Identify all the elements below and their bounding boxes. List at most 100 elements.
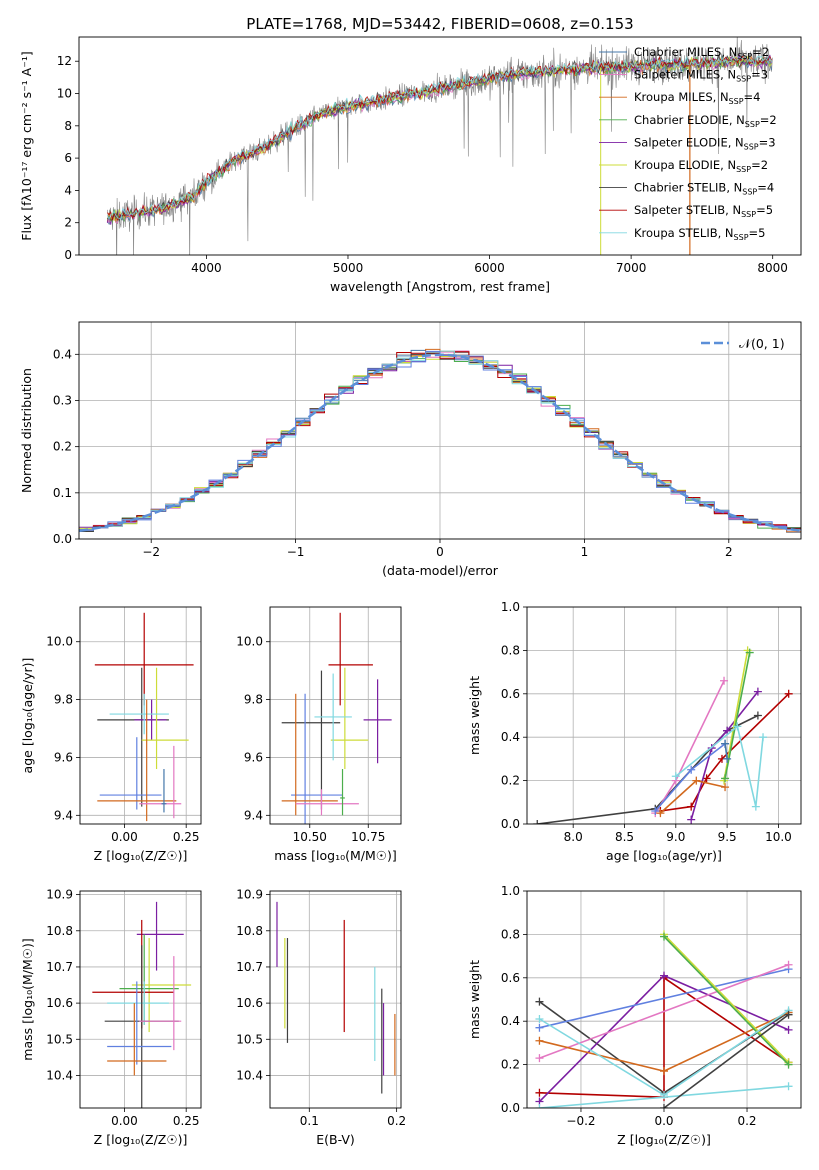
weight-vs-Z-plot-area: [527, 891, 801, 1108]
legend-label-text: Kroupa MILES, N: [634, 90, 729, 104]
legend-label: Salpeter ELODIE, NSSP=3: [634, 135, 776, 151]
y-tick-label: 10.5: [236, 1032, 263, 1046]
y-tick-label: 1.0: [501, 884, 520, 898]
y-tick-label: 0.8: [501, 643, 520, 657]
plus-marker: [784, 1082, 793, 1091]
legend-label: Chabrier MILES, NSSP=2: [634, 45, 769, 61]
mass-weight-line: [537, 714, 759, 824]
plus-marker: [723, 754, 732, 763]
y-tick-label: 9.4: [54, 808, 73, 822]
legend-subscript: SSP: [742, 188, 757, 197]
figure-title: PLATE=1768, MJD=53442, FIBERID=0608, z=0…: [246, 15, 633, 33]
x-tick-label: 0.2: [737, 1114, 756, 1128]
legend-label: 𝒩(0, 1): [739, 336, 785, 351]
axes-frame: [526, 890, 802, 1109]
axes-frame: [269, 606, 402, 825]
y-tick-label: 10.4: [46, 1068, 73, 1082]
legend-nssp: =3: [751, 68, 768, 82]
legend-nssp: =2: [752, 45, 769, 59]
x-axis-label: Z [log₁₀(Z/Z☉)]: [617, 1132, 711, 1147]
x-tick-label: 10.50: [293, 830, 327, 844]
weight-vs-Z-panel: −0.2 0.0 0.2 0.0 0.2 0.4 0.6 0.8 1.0 Z [log₁₀(Z/Z…: [467, 884, 802, 1147]
legend-label: Kroupa ELODIE, NSSP=2: [634, 158, 768, 174]
y-tick-label: 0.2: [53, 440, 72, 454]
mass-weight-line: [539, 968, 789, 1029]
spectrum-plot-area: [106, 37, 773, 255]
plus-marker: [692, 776, 701, 785]
legend-label: Salpeter STELIB, NSSP=5: [634, 203, 773, 219]
normal-reference-curve: [79, 353, 801, 533]
x-tick-label: 10.75: [351, 830, 385, 844]
y-axis-label: Normed distribution: [19, 368, 34, 493]
plus-marker: [733, 722, 742, 731]
x-tick-label: 7000: [616, 261, 647, 275]
x-tick-label: 6000: [474, 261, 505, 275]
y-tick-label: 10.5: [46, 1032, 73, 1046]
y-axis-label: mass weight: [467, 960, 482, 1039]
mass-weight-line: [539, 964, 789, 1059]
x-tick-label: 10.0: [765, 830, 792, 844]
mass-weight-line: [539, 976, 789, 1099]
y-tick-label: 10.6: [236, 996, 263, 1010]
y-tick-label: 10.9: [46, 888, 73, 902]
legend-subscript: SSP: [736, 75, 751, 84]
plus-marker: [720, 676, 729, 685]
plus-marker: [687, 815, 696, 824]
plus-marker: [759, 733, 768, 742]
mass-vs-Z-panel: 0.00 0.25 10.4 10.5 10.6 10.7 10.8 10.9 Z [log₁₀…: [20, 888, 202, 1147]
legend-subscript: SSP: [736, 165, 751, 174]
mass-vs-EBV-panel: 0.1 0.2 10.4 10.5 10.6 10.7 10.8 10.9 E(B-V): [236, 888, 406, 1147]
x-axis-label: E(B-V): [316, 1132, 355, 1147]
plus-marker: [721, 739, 730, 748]
plus-marker: [784, 689, 793, 698]
x-axis-label: mass [log₁₀(M/M☉)]: [274, 848, 396, 863]
plus-marker: [660, 932, 668, 941]
y-axis-label: mass [log₁₀(M/M☉)]: [20, 938, 35, 1060]
mass-weight-line: [663, 933, 790, 1063]
axes-frame: [269, 890, 402, 1109]
y-tick-label: 0.2: [501, 1058, 520, 1072]
y-tick-label: 10.8: [236, 924, 263, 938]
y-axis-label: mass weight: [467, 676, 482, 755]
plus-marker: [721, 774, 730, 783]
axes-frame: [78, 36, 802, 256]
mass-weight-line: [724, 652, 751, 779]
plus-marker: [660, 1104, 668, 1108]
legend-nssp: =4: [744, 90, 761, 104]
plus-marker: [660, 971, 668, 980]
x-axis-label: age [log₁₀(age/yr)]: [606, 848, 722, 863]
plus-marker: [535, 1104, 544, 1108]
legend-nssp: =4: [757, 181, 774, 195]
weight-vs-age-panel: 8.0 8.5 9.0 9.5 10.0 0.0 0.2 0.4 0.6 0.8 1.0 age [l…: [467, 600, 802, 863]
mass-weight-line: [663, 936, 790, 1066]
residuals-plot-area: [79, 322, 801, 539]
observed-spectrum-line: [107, 37, 773, 255]
age-vs-mass-panel: 10.50 10.75 9.4 9.6 9.8 10.0 mass [log₁₀(M/M☉)…: [236, 606, 402, 863]
x-tick-label: 0.25: [173, 830, 200, 844]
x-tick-label: 0.25: [173, 1114, 200, 1128]
x-tick-label: 0.1: [300, 1114, 319, 1128]
plus-marker: [535, 1015, 544, 1024]
y-tick-label: 0: [64, 248, 72, 262]
axes-frame: [78, 321, 802, 540]
y-tick-label: 10: [57, 87, 72, 101]
plus-marker: [535, 1023, 544, 1032]
legend-subscript: SSP: [741, 210, 756, 219]
plus-marker: [784, 1010, 793, 1019]
plus-marker: [535, 997, 544, 1006]
x-tick-label: 2: [725, 545, 733, 559]
age-vs-Z-panel: 0.00 0.25 9.4 9.6 9.8 10.0 Z [log₁₀(Z/Z☉)] age …: [20, 606, 202, 863]
plus-marker: [753, 687, 762, 696]
legend-subscript: SSP: [745, 120, 760, 129]
axes-frame: [79, 606, 202, 825]
x-tick-label: 8.0: [564, 830, 583, 844]
y-tick-label: 0.4: [501, 730, 520, 744]
y-tick-label: 9.6: [244, 750, 263, 764]
plus-marker: [702, 774, 711, 783]
y-tick-label: 0.3: [53, 393, 72, 407]
mass-weight-line: [659, 779, 726, 814]
mass-vs-EBV-plot-area: [270, 891, 401, 1108]
x-tick-label: 9.5: [718, 830, 737, 844]
legend-label-text: Chabrier ELODIE, N: [634, 113, 745, 127]
y-tick-label: 9.8: [54, 693, 73, 707]
